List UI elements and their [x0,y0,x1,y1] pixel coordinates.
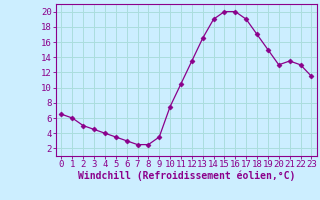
X-axis label: Windchill (Refroidissement éolien,°C): Windchill (Refroidissement éolien,°C) [78,171,295,181]
